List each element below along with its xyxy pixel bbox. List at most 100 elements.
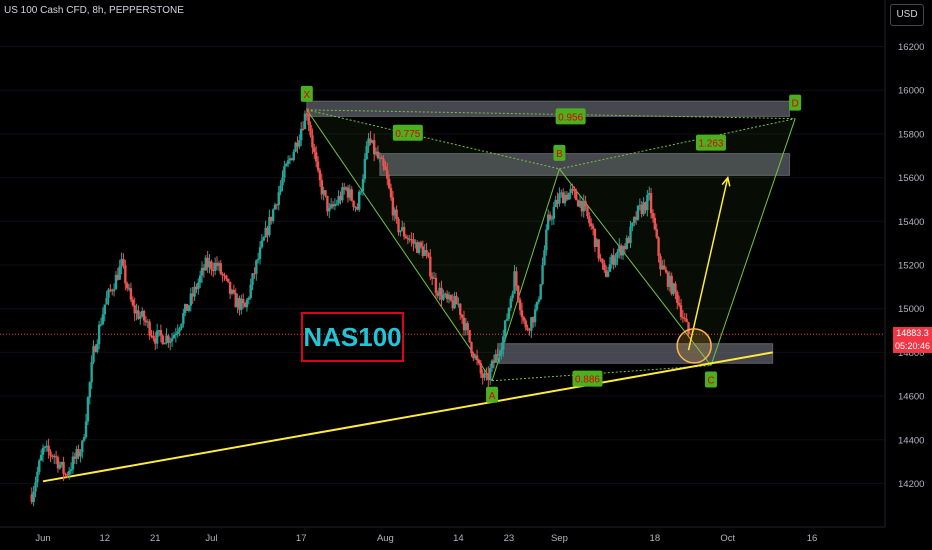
candle-body — [378, 157, 381, 159]
candle-body — [363, 159, 367, 179]
candle-body — [687, 322, 690, 334]
candle-body — [554, 199, 557, 208]
candle-body — [406, 238, 410, 240]
candle-body — [290, 158, 294, 161]
candle-body — [475, 355, 479, 361]
candle-body — [429, 256, 432, 277]
y-tick-label: 14200 — [898, 479, 924, 490]
candle-body — [507, 307, 511, 319]
candle-body — [144, 320, 148, 323]
candle-body — [606, 271, 610, 277]
candle-body — [234, 293, 237, 308]
pattern-point-label: D — [792, 99, 799, 110]
candle-body — [133, 305, 136, 314]
candle-body — [533, 309, 537, 323]
pattern-point-badge — [789, 94, 802, 111]
ratio-badge — [695, 134, 726, 151]
candle-body — [202, 267, 206, 271]
candle-body — [337, 196, 340, 204]
pattern-leg — [306, 109, 796, 120]
candle-body — [541, 264, 544, 285]
candle-body — [240, 298, 243, 311]
candle-body — [219, 263, 222, 274]
candle-body — [623, 246, 627, 249]
pattern-triangle — [306, 109, 560, 381]
candle-body — [376, 151, 380, 159]
candle-body — [369, 138, 372, 143]
candle-body — [206, 257, 209, 268]
candle-body — [590, 223, 593, 227]
candle-body — [668, 275, 672, 287]
candle-body — [642, 202, 645, 215]
candle-body — [601, 258, 604, 264]
x-tick-label: 18 — [650, 533, 661, 544]
candle-body — [335, 203, 338, 205]
candle-body — [107, 289, 110, 298]
candle-body — [69, 469, 73, 472]
candle-body — [365, 146, 368, 160]
candle-body — [532, 317, 535, 323]
candle-body — [88, 382, 91, 398]
sr-zone — [379, 153, 791, 176]
candle-body — [30, 494, 33, 503]
candle-body — [39, 454, 43, 461]
candle-body — [548, 214, 552, 220]
pattern-point-badge — [486, 386, 499, 403]
candle-body — [573, 189, 576, 192]
candle-body — [256, 258, 260, 261]
candle-body — [649, 193, 653, 213]
candle-body — [339, 196, 342, 201]
candle-body — [56, 457, 60, 469]
candle-body — [432, 277, 436, 279]
candle-body — [67, 471, 71, 475]
candle-body — [350, 189, 353, 201]
candle-body — [155, 330, 159, 344]
candle-body — [416, 242, 419, 253]
candle-body — [242, 298, 245, 303]
candle-body — [676, 291, 679, 303]
candle-body — [75, 449, 78, 459]
candle-body — [268, 216, 271, 236]
candle-body — [487, 373, 490, 381]
candle-body — [556, 199, 559, 204]
candle-body — [661, 265, 664, 270]
pattern-leg — [306, 109, 493, 382]
pattern-leg — [559, 118, 796, 170]
candle-body — [576, 200, 580, 207]
candle-body — [386, 170, 389, 179]
candle-body — [445, 293, 449, 300]
candle-body — [421, 246, 425, 256]
candle-body — [404, 236, 408, 239]
candle-body — [150, 335, 153, 337]
harmonic-pattern — [306, 109, 796, 382]
pattern-point-badge — [300, 85, 313, 102]
ratio-label: 0.886 — [575, 375, 600, 386]
x-tick-label: Sep — [551, 533, 568, 544]
candle-body — [195, 286, 198, 290]
symbol-title[interactable]: US 100 Cash CFD, 8h, PEPPERSTONE — [4, 5, 184, 16]
candle-body — [423, 249, 426, 256]
currency-button[interactable]: USD — [890, 4, 924, 26]
candle-body — [683, 317, 686, 319]
candle-body — [245, 299, 249, 308]
candle-body — [455, 296, 458, 305]
candle-body — [170, 338, 174, 342]
candle-body — [638, 204, 642, 206]
candle-body — [49, 451, 52, 456]
candle-body — [258, 247, 262, 259]
candle-body — [225, 275, 228, 279]
candle-body — [109, 289, 112, 291]
x-tick-label: Oct — [720, 533, 735, 544]
candle-body — [474, 355, 477, 359]
candle-body — [204, 257, 207, 271]
candle-body — [90, 362, 93, 383]
nas100-label: NAS100 — [301, 312, 404, 362]
candle-body — [440, 287, 443, 300]
candle-body — [270, 216, 273, 222]
candle-body — [530, 317, 533, 331]
candle-body — [183, 304, 187, 314]
candle-body — [264, 227, 267, 238]
candle-body — [374, 151, 378, 155]
candle-body — [157, 330, 161, 332]
